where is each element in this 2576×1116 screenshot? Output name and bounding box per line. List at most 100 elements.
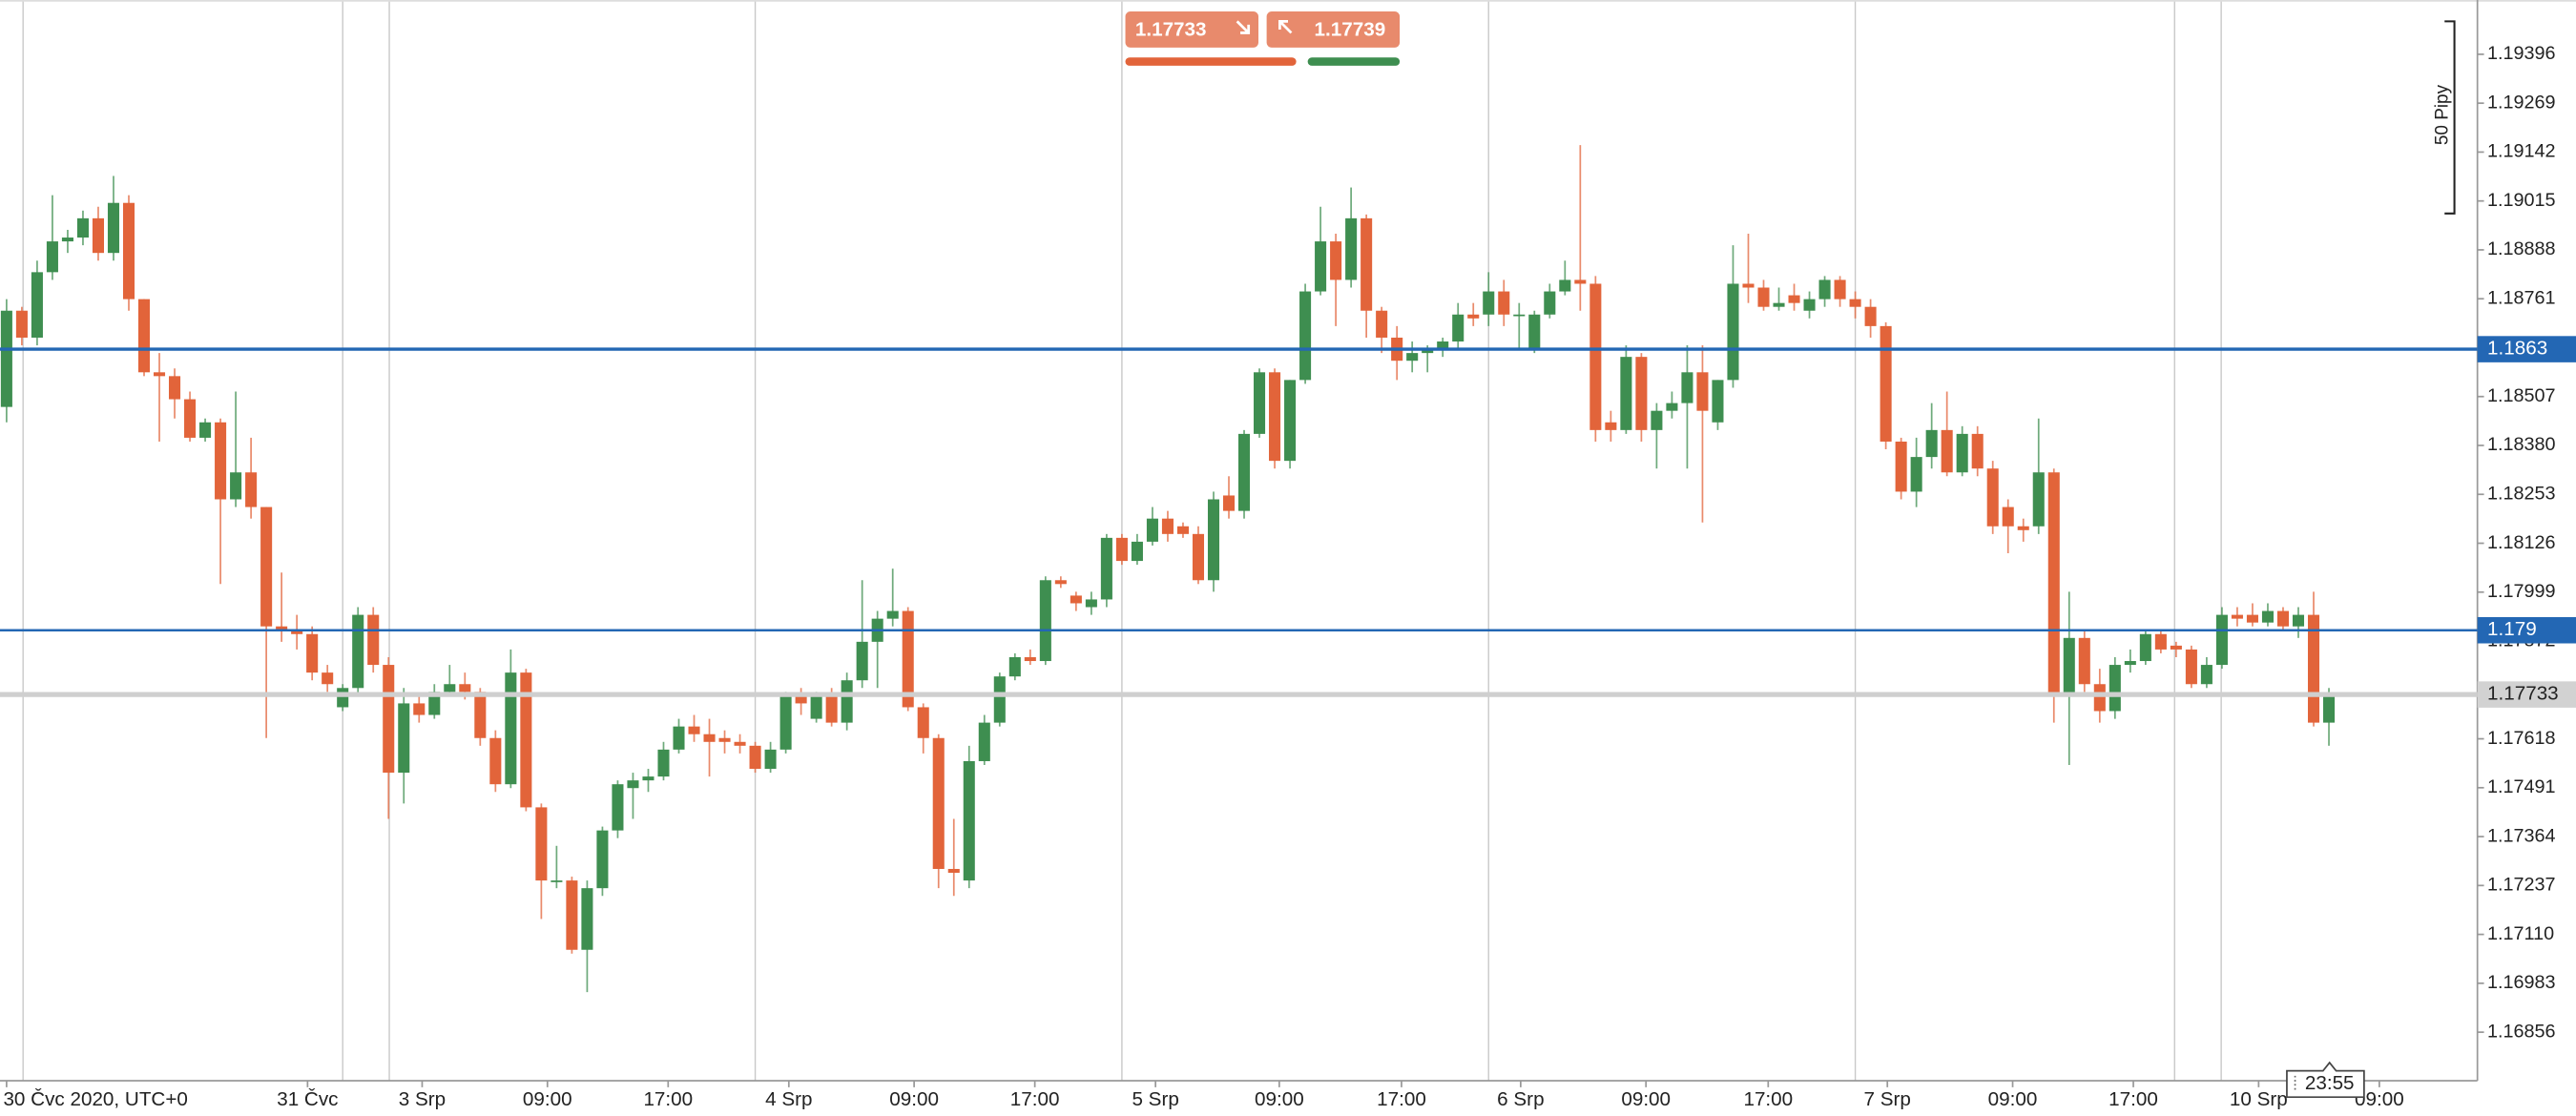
candle-body bbox=[15, 310, 28, 338]
sell-button[interactable] bbox=[1125, 11, 1259, 48]
candle-body bbox=[566, 880, 578, 950]
candle-body bbox=[2154, 633, 2167, 650]
candle-body bbox=[1008, 656, 1021, 677]
candle-body bbox=[1956, 433, 1968, 473]
y-tick-label: 1.18126 bbox=[2487, 532, 2556, 553]
candle-body bbox=[612, 784, 624, 831]
candle-body bbox=[505, 672, 517, 785]
y-tick-label: 1.16983 bbox=[2487, 972, 2556, 993]
price-line-tag bbox=[2477, 336, 2576, 362]
candle-body bbox=[260, 506, 273, 627]
x-tick-label: 10 Srp bbox=[2230, 1088, 2288, 1110]
candle-body bbox=[337, 688, 349, 708]
price-line-label: 1.1863 bbox=[2487, 338, 2547, 360]
buy-button[interactable] bbox=[1266, 11, 1401, 48]
candle-body bbox=[1544, 291, 1556, 315]
candle-body bbox=[1651, 410, 1663, 430]
candle-body bbox=[1773, 302, 1785, 307]
y-tick-label: 1.18253 bbox=[2487, 483, 2556, 504]
y-tick-label: 1.19269 bbox=[2487, 92, 2556, 113]
candle-body bbox=[444, 684, 456, 692]
candle-body bbox=[1757, 287, 1770, 307]
candle-body bbox=[31, 272, 43, 338]
candle-body bbox=[1330, 241, 1342, 280]
candle-body bbox=[2215, 614, 2228, 666]
y-tick-label: 1.18888 bbox=[2487, 238, 2556, 259]
candle-body bbox=[2032, 472, 2045, 527]
candle-body bbox=[764, 749, 777, 770]
candle-body bbox=[1176, 526, 1189, 534]
candle-body bbox=[1085, 599, 1097, 608]
candle-body bbox=[1437, 341, 1449, 350]
x-tick-label: 17:00 bbox=[2109, 1088, 2158, 1110]
candle-body bbox=[795, 695, 807, 704]
candle-body bbox=[841, 680, 853, 723]
y-tick-label: 1.17364 bbox=[2487, 825, 2556, 846]
candle-body bbox=[673, 726, 685, 750]
x-tick-label: 09:00 bbox=[1255, 1088, 1304, 1110]
candle-body bbox=[291, 630, 303, 634]
y-tick-label: 1.19142 bbox=[2487, 141, 2556, 162]
candle-body bbox=[2322, 695, 2336, 723]
candle-body bbox=[2231, 614, 2243, 619]
last-price-label: 1.17733 bbox=[2487, 683, 2559, 705]
last-price-tag bbox=[2477, 681, 2576, 708]
y-tick-label: 1.18380 bbox=[2487, 434, 2556, 455]
y-tick-label: 1.18761 bbox=[2487, 287, 2556, 308]
candle-body bbox=[2093, 684, 2106, 712]
x-tick-label: 09:00 bbox=[523, 1088, 572, 1110]
candle-body bbox=[245, 472, 258, 507]
candle-body bbox=[1146, 518, 1158, 542]
candle-body bbox=[520, 672, 532, 808]
buy-arrow bbox=[1278, 20, 1293, 34]
x-tick-label: 09:00 bbox=[889, 1088, 939, 1110]
sell-volume-bar bbox=[1125, 57, 1297, 66]
candle-body bbox=[1376, 310, 1388, 338]
y-tick-label: 1.18507 bbox=[2487, 385, 2556, 406]
x-tick-label: 7 Srp bbox=[1864, 1088, 1911, 1110]
candle-body bbox=[154, 372, 166, 377]
candle-body bbox=[1727, 283, 1739, 381]
candle-body bbox=[1207, 499, 1220, 581]
candle-body bbox=[657, 749, 670, 777]
candle-body bbox=[947, 868, 960, 874]
candle-body bbox=[1513, 314, 1526, 317]
candle-body bbox=[2002, 506, 2014, 527]
y-tick-label: 1.17491 bbox=[2487, 776, 2556, 797]
candle-body bbox=[749, 745, 761, 770]
candle-body bbox=[2292, 614, 2305, 627]
candle-body bbox=[1131, 541, 1143, 562]
candle-body bbox=[2200, 665, 2212, 685]
candle-body bbox=[932, 737, 945, 869]
buy-volume-bar bbox=[1307, 57, 1401, 66]
price-line-tag bbox=[2477, 616, 2576, 644]
candle-body bbox=[122, 202, 135, 300]
candle-body bbox=[1406, 353, 1419, 362]
candle-body bbox=[367, 614, 380, 666]
candle-body bbox=[1559, 279, 1571, 292]
candle-body bbox=[1498, 291, 1510, 315]
y-tick-label: 1.16856 bbox=[2487, 1021, 2556, 1042]
candle-body bbox=[2139, 633, 2151, 662]
candle-body bbox=[1834, 279, 1846, 300]
candle-body bbox=[856, 641, 868, 681]
candle-body bbox=[1161, 518, 1174, 534]
candle-body bbox=[1788, 295, 1800, 303]
candle-body bbox=[352, 614, 364, 689]
candle-body bbox=[2246, 614, 2258, 623]
candle-body bbox=[92, 217, 104, 254]
y-tick-label: 1.17618 bbox=[2487, 728, 2556, 749]
candle-body bbox=[1237, 433, 1251, 511]
candle-body bbox=[199, 422, 212, 438]
candle-body bbox=[1528, 314, 1541, 350]
candle-body bbox=[1269, 372, 1281, 462]
candle-body bbox=[1222, 495, 1236, 511]
price-line-label: 1.179 bbox=[2487, 618, 2537, 640]
candle-body bbox=[1315, 241, 1327, 292]
candle-body bbox=[1100, 537, 1112, 600]
candle-body bbox=[1483, 291, 1495, 315]
candle-body bbox=[2078, 637, 2090, 685]
candle-body bbox=[963, 760, 975, 881]
